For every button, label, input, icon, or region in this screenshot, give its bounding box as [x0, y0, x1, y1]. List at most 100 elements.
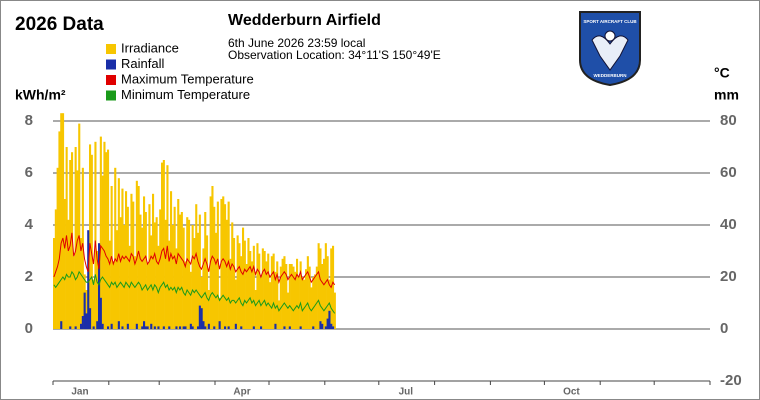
bar [132, 201, 135, 329]
bar [312, 326, 315, 329]
bar [222, 196, 225, 329]
bar [134, 256, 137, 329]
station-name: Wedderburn Airfield [228, 12, 381, 29]
bar [285, 264, 288, 329]
bar [234, 323, 237, 329]
bar [85, 290, 88, 329]
bar [265, 261, 268, 329]
bar [306, 256, 309, 329]
bar [164, 219, 167, 329]
bar [107, 326, 110, 329]
y-axis-label: kWh/m² [15, 87, 66, 103]
bar [89, 144, 92, 329]
bar [103, 141, 106, 329]
bar [141, 326, 144, 329]
bar [315, 266, 318, 329]
bar [227, 201, 230, 329]
bar [121, 326, 124, 329]
bar [251, 261, 254, 329]
bar [116, 230, 119, 329]
bar [263, 251, 266, 329]
bar [233, 238, 236, 329]
y-tick-label: 2 [25, 268, 33, 285]
bar [243, 240, 246, 329]
bar [200, 308, 203, 329]
bar [177, 199, 180, 329]
bar [207, 290, 210, 329]
bar [202, 248, 205, 329]
bar [294, 271, 297, 329]
bar [62, 113, 65, 329]
bar [186, 217, 189, 329]
bar [207, 323, 210, 329]
legend-label: Minimum Temperature [121, 87, 250, 102]
bar [216, 201, 219, 329]
bar [179, 326, 182, 329]
bar [101, 175, 104, 329]
y2-tick-label: 40 [720, 216, 737, 233]
bar [72, 256, 75, 329]
bar [157, 245, 160, 329]
bar [252, 245, 255, 329]
bar [314, 274, 317, 329]
bar [319, 248, 322, 329]
bar [310, 287, 313, 329]
bar [162, 160, 165, 329]
bar [258, 253, 261, 329]
bar [146, 264, 149, 329]
bar [321, 323, 324, 329]
bar [152, 193, 155, 329]
bar [119, 217, 122, 329]
bar [135, 323, 138, 329]
bar [324, 243, 327, 329]
y2-tick-label: 20 [720, 268, 737, 285]
bar [101, 323, 104, 329]
bar [238, 243, 241, 329]
bar [305, 269, 308, 329]
bar [198, 214, 201, 329]
bar [168, 326, 171, 329]
bar [67, 219, 70, 329]
bar [83, 292, 86, 329]
bar [114, 167, 117, 329]
bar [139, 214, 142, 329]
bar [278, 300, 281, 329]
bar [224, 326, 227, 329]
bar [80, 238, 83, 329]
bar [189, 323, 192, 329]
bar [215, 232, 218, 329]
bar [245, 264, 248, 329]
bar [218, 321, 221, 329]
bar [99, 136, 102, 329]
bar [328, 310, 331, 329]
bar [179, 214, 182, 329]
bar [182, 227, 185, 329]
bar [299, 326, 302, 329]
line [53, 232, 336, 289]
bar [143, 196, 146, 329]
bar [94, 141, 97, 329]
bar [78, 123, 81, 329]
bar [299, 261, 302, 329]
bar [117, 321, 120, 329]
bar [108, 240, 111, 329]
bar [276, 261, 279, 329]
chart-title: 2026 Data [15, 14, 104, 35]
bar [220, 199, 223, 329]
y-tick-label: 4 [25, 216, 34, 233]
bar [159, 209, 162, 329]
bar [143, 321, 146, 329]
bar [96, 251, 99, 329]
bar [324, 326, 327, 329]
bar [242, 227, 245, 329]
subtitle: 6th June 2026 23:59 local [228, 36, 365, 50]
bar [144, 212, 147, 329]
x-tick-label: Jul [399, 387, 414, 398]
bar [197, 326, 200, 329]
bar [231, 222, 234, 329]
bar [168, 240, 171, 329]
x-tick-label: Jan [71, 387, 88, 398]
bar [227, 326, 230, 329]
bar [87, 230, 90, 329]
bar [170, 191, 173, 329]
